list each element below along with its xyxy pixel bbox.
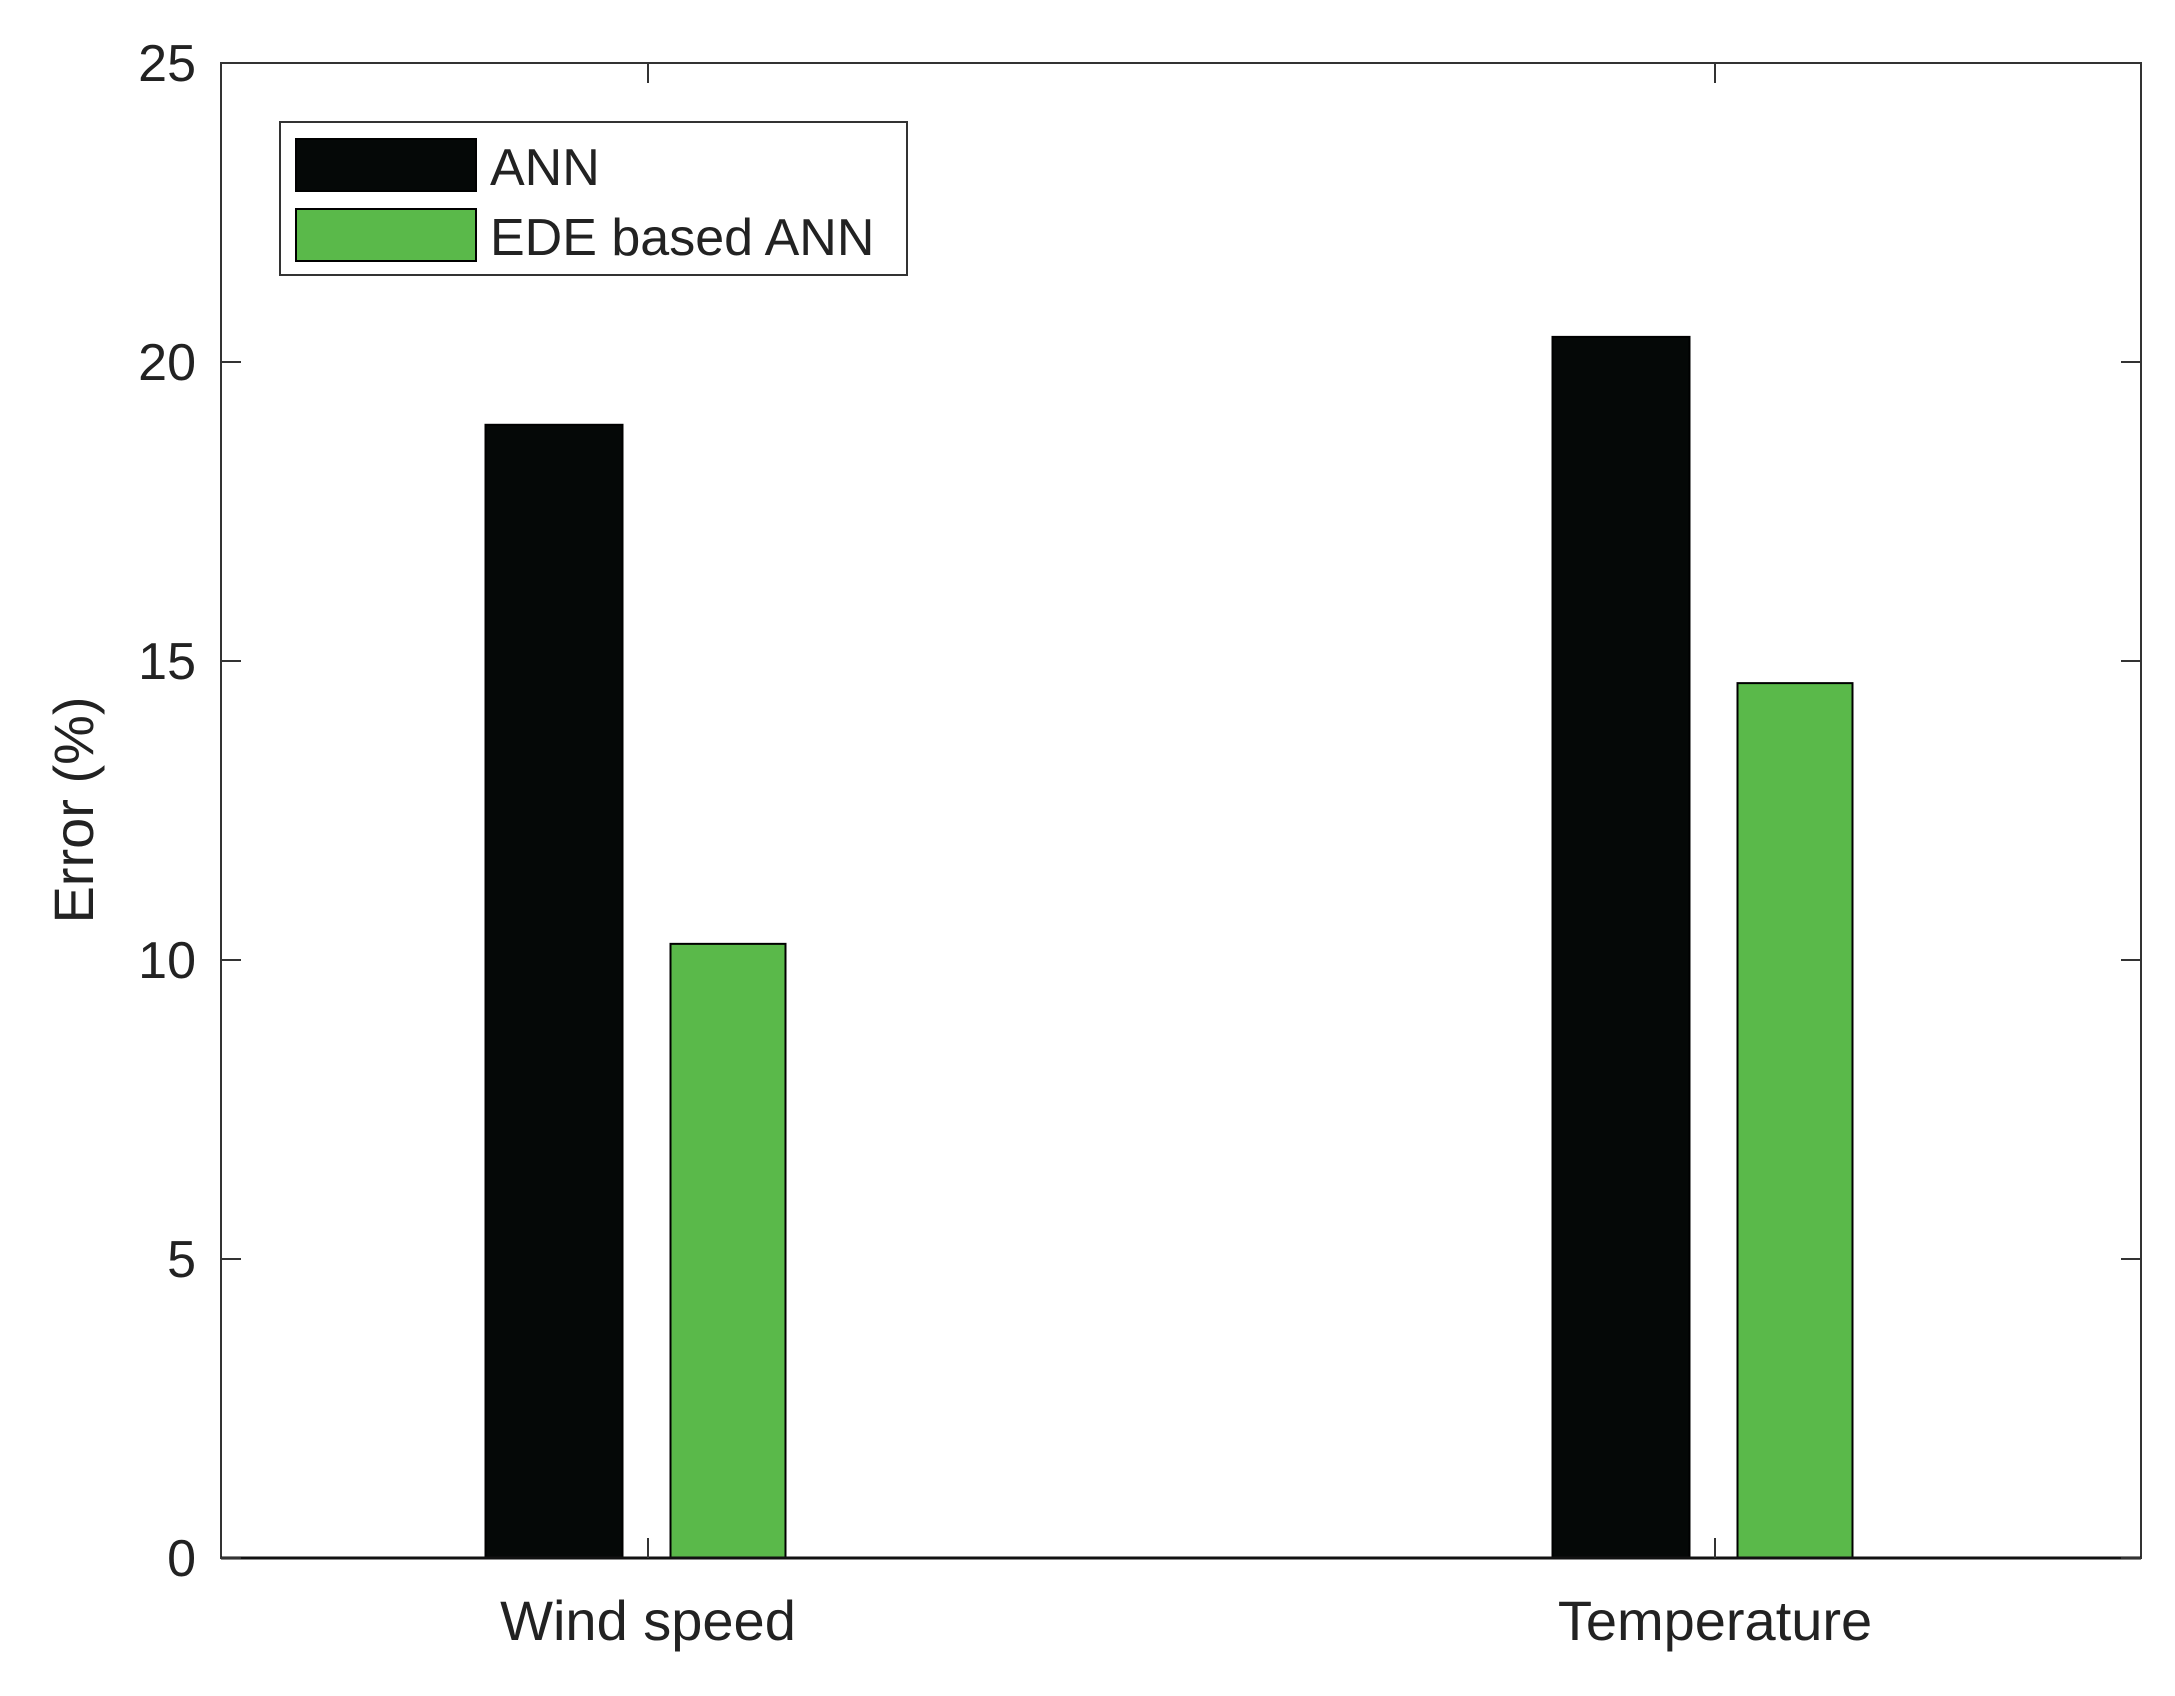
bar-ede-based-ann-temperature [1736, 682, 1854, 1559]
y-tick-label: 0 [167, 1530, 196, 1588]
legend: ANN EDE based ANN [279, 121, 908, 276]
bar-ann-temperature [1551, 335, 1691, 1559]
y-tick-label: 20 [138, 334, 196, 392]
bar-ann-wind-speed [484, 423, 624, 1559]
x-tick-label: Wind speed [500, 1589, 796, 1652]
legend-swatch-ede-based-ann [295, 208, 477, 262]
x-tick-label: Temperature [1558, 1589, 1872, 1652]
bars-layer [484, 335, 1854, 1559]
legend-swatch-ann [295, 138, 477, 192]
bar-ede-based-ann-wind-speed [669, 942, 787, 1559]
legend-label: ANN [490, 139, 600, 197]
y-tick-label: 10 [138, 932, 196, 990]
y-tick-label: 25 [138, 35, 196, 93]
legend-label: EDE based ANN [490, 209, 874, 267]
y-tick-label: 15 [138, 633, 196, 691]
axes-layer: 0 5 10 15 20 25 Wind speed Temperature [138, 35, 2142, 1652]
y-axis-label: Error (%) [42, 696, 105, 923]
y-tick-label: 5 [167, 1231, 196, 1289]
